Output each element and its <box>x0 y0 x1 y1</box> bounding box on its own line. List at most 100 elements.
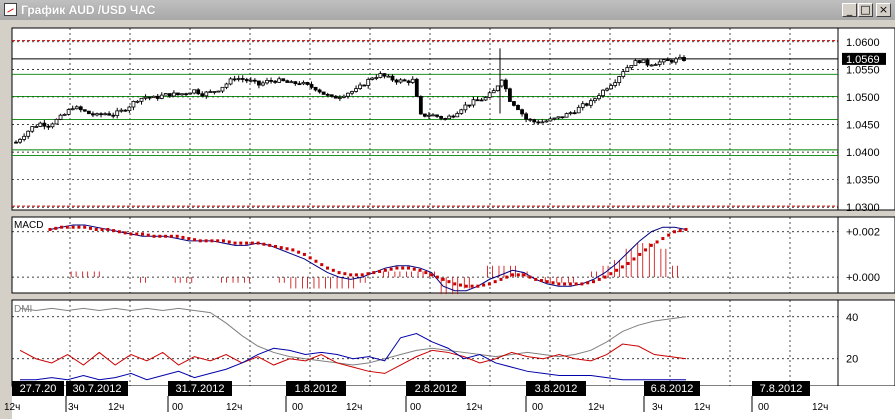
candle-body <box>564 113 569 118</box>
minimize-button[interactable]: _ <box>842 3 857 17</box>
price-tick-label: 1.0600 <box>846 37 880 49</box>
date-label-bg <box>12 381 64 396</box>
macd-signal-point <box>482 283 486 287</box>
macd-signal-point <box>354 273 358 277</box>
candle-body <box>236 78 241 80</box>
candle-body <box>580 103 585 108</box>
candle-body <box>115 110 120 117</box>
candle-body <box>220 86 225 92</box>
hour-label: 12ч <box>694 402 710 413</box>
candle-body <box>257 80 261 86</box>
candle-body <box>609 85 614 90</box>
macd-signal-point <box>528 275 532 279</box>
macd-panel: +0.002 +0.000 MACD <box>12 217 880 295</box>
macd-signal-point <box>667 233 671 237</box>
restore-button[interactable]: □ <box>858 3 873 17</box>
macd-signal-point <box>65 225 69 229</box>
candle-body <box>309 84 314 88</box>
macd-signal-point <box>424 271 428 275</box>
candle-body <box>354 88 358 92</box>
candle-body <box>678 56 682 60</box>
candle-body <box>475 99 480 102</box>
macd-signal-point <box>557 282 561 286</box>
candle-body <box>435 114 439 117</box>
candle-body <box>508 88 512 102</box>
candle-body <box>188 92 192 95</box>
date-label: 1.8.2012 <box>295 383 338 395</box>
candle-body <box>285 80 290 83</box>
candle-body <box>107 113 112 116</box>
candle-body <box>406 80 411 83</box>
macd-signal-point <box>620 265 624 269</box>
candle-body <box>641 59 646 64</box>
macd-signal-point <box>233 241 237 245</box>
candle-body <box>252 79 257 82</box>
dmi-tick-label: 40 <box>846 312 858 324</box>
hour-label: 12ч <box>226 402 242 413</box>
macd-signal-point <box>516 273 520 277</box>
macd-signal-point <box>302 252 306 256</box>
price-panel-frame <box>11 27 839 211</box>
candle-body <box>524 113 528 120</box>
close-button[interactable]: × <box>876 3 891 17</box>
candle-body <box>119 109 124 112</box>
candle-body <box>560 116 565 119</box>
macd-signal-point <box>343 272 347 276</box>
candle-body <box>86 110 91 115</box>
time-axis: 27.7.20 30.7.2012 31.7.2012 1.8.2012 2.8.201… <box>4 381 828 413</box>
macd-signal-point <box>129 232 133 236</box>
hour-label: 12ч <box>108 402 124 413</box>
candle-body <box>422 113 427 117</box>
macd-tick-label: +0.000 <box>846 272 880 284</box>
candle-body <box>127 106 132 112</box>
hour-label: 12ч <box>588 402 604 413</box>
candle-body <box>378 73 383 78</box>
candle-body <box>82 109 87 112</box>
macd-signal-point <box>534 277 538 281</box>
candle-body <box>293 81 298 85</box>
candle-body <box>552 117 557 120</box>
macd-panel-frame-scale <box>837 216 895 294</box>
candle-body <box>390 75 395 81</box>
candle-body <box>342 95 346 98</box>
date-label-bg <box>644 381 700 396</box>
macd-signal-point <box>262 242 266 246</box>
macd-signal-point <box>487 282 491 286</box>
candle-body <box>204 91 209 97</box>
candle-body <box>163 93 168 96</box>
candle-body <box>301 82 306 85</box>
candle-body <box>99 113 103 116</box>
macd-signal-point <box>406 266 410 270</box>
candle-body <box>196 89 201 95</box>
candle-body <box>289 81 294 84</box>
candle-body <box>103 113 107 116</box>
macd-signal-point <box>331 268 335 272</box>
candle-body <box>398 79 403 83</box>
macd-signal-point <box>661 237 665 241</box>
candle-body <box>544 120 549 123</box>
macd-signal-point <box>239 241 243 245</box>
macd-signal-point <box>511 273 515 277</box>
macd-signal-point <box>505 275 509 279</box>
hour-label: 3ч <box>68 402 79 413</box>
macd-signal-point <box>568 282 572 286</box>
candle-body <box>568 112 573 115</box>
candle-body <box>682 56 686 61</box>
candle-body <box>346 92 350 97</box>
macd-signal-point <box>563 282 567 286</box>
candle-body <box>661 59 666 63</box>
macd-signal-point <box>672 230 676 234</box>
macd-signal-point <box>447 280 451 284</box>
date-label-bg <box>526 381 586 396</box>
title-bar: График AUD /USD ЧАС _ □ × <box>0 0 895 20</box>
macd-signal-point <box>123 231 127 235</box>
date-label-bg <box>286 381 346 396</box>
macd-signal-point <box>227 240 231 244</box>
date-label-bg <box>168 381 232 396</box>
macd-signal-point <box>389 267 393 271</box>
candle-body <box>431 114 435 117</box>
candle-body <box>333 95 338 99</box>
macd-signal-point <box>291 248 295 252</box>
candle-body <box>350 91 354 94</box>
